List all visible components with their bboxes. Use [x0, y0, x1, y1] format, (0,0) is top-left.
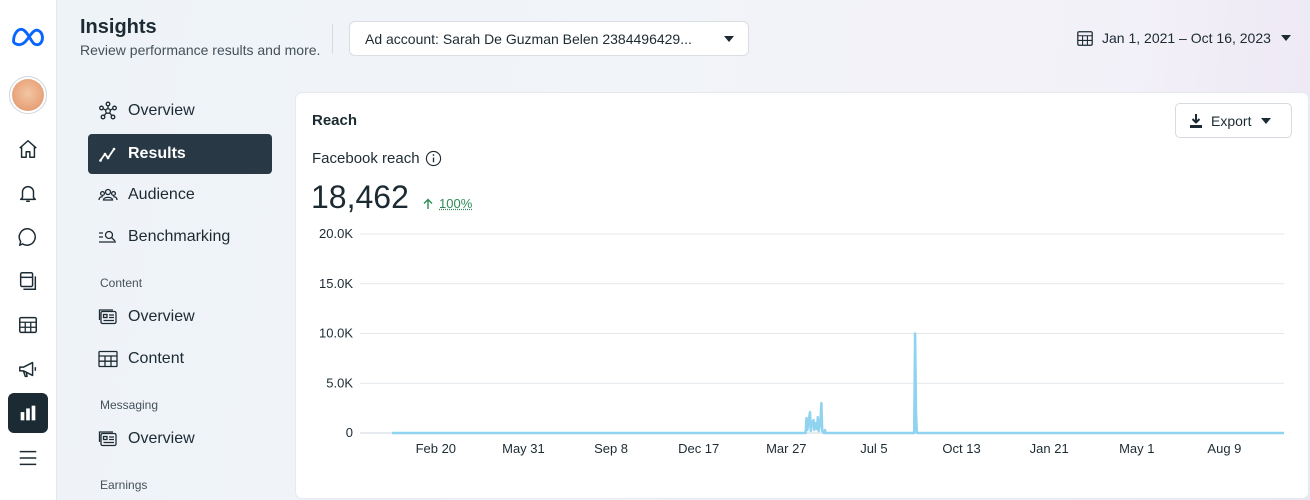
- chevron-down-icon: [724, 36, 734, 42]
- x-tick-label: Sep 8: [594, 441, 628, 456]
- y-tick-label: 10.0K: [319, 326, 353, 341]
- nav-item-benchmarking[interactable]: Benchmarking: [88, 217, 272, 257]
- date-range-label: Jan 1, 2021 – Oct 16, 2023: [1102, 30, 1271, 46]
- metric-label-text: Facebook reach: [312, 150, 420, 167]
- series-line: [392, 332, 1284, 435]
- nav-item-label: Audience: [128, 186, 195, 203]
- x-tick-label: Aug 9: [1207, 441, 1241, 456]
- chevron-down-icon: [1261, 117, 1272, 124]
- metric-label: Facebook reach: [312, 150, 442, 167]
- download-icon: [1190, 113, 1202, 128]
- page-subtitle: Review performance results and more.: [80, 42, 321, 58]
- nav-item-label: Benchmarking: [128, 228, 231, 245]
- y-tick-label: 20.0K: [319, 226, 353, 241]
- ad-account-selector[interactable]: Ad account: Sarah De Guzman Belen 238449…: [349, 21, 749, 56]
- bell-icon[interactable]: [8, 173, 48, 213]
- home-icon[interactable]: [8, 129, 48, 169]
- nav-item-results[interactable]: Results: [88, 134, 272, 174]
- nav-section-messaging: Messaging: [100, 398, 159, 412]
- x-tick-label: Mar 27: [766, 441, 806, 456]
- nav-item-audience[interactable]: Audience: [88, 175, 272, 215]
- meta-logo-icon[interactable]: [8, 17, 48, 57]
- x-tick-label: Jul 5: [860, 441, 887, 456]
- nav-item-content-overview[interactable]: Overview: [88, 297, 272, 337]
- table-icon[interactable]: [8, 305, 48, 345]
- nav-section-earnings: Earnings: [100, 478, 148, 492]
- nav-item-label: Content: [128, 350, 185, 367]
- x-tick-label: May 1: [1119, 441, 1154, 456]
- messaging-overview-icon: [98, 431, 117, 447]
- trend-icon: [99, 147, 116, 162]
- nav-item-label: Overview: [128, 430, 195, 447]
- people-icon: [98, 188, 118, 201]
- date-range-picker[interactable]: Jan 1, 2021 – Oct 16, 2023: [1076, 28, 1291, 48]
- card-title: Reach: [312, 112, 358, 129]
- header-divider: [332, 24, 333, 54]
- reach-line-chart: 0 5.0K 10.0K 15.0K 20.0K Feb 20 May 31 Sep 8 Dec…: [319, 226, 1284, 456]
- content-overview-icon: [98, 309, 117, 325]
- chat-icon[interactable]: [8, 217, 48, 257]
- menu-icon[interactable]: [8, 438, 48, 478]
- insights-icon[interactable]: [8, 393, 48, 433]
- nav-item-overview[interactable]: Overview: [88, 91, 272, 131]
- page-title: Insights: [80, 16, 157, 38]
- grid-icon: [98, 350, 118, 368]
- nav-item-label: Results: [128, 145, 186, 162]
- x-tick-label: Dec 17: [678, 441, 719, 456]
- x-tick-label: Oct 13: [942, 441, 980, 456]
- megaphone-icon[interactable]: [8, 349, 48, 389]
- network-icon: [99, 101, 117, 120]
- x-tick-label: Jan 21: [1030, 441, 1069, 456]
- ad-account-label: Ad account: Sarah De Guzman Belen 238449…: [365, 30, 692, 47]
- nav-item-label: Overview: [128, 102, 195, 119]
- calendar-icon: [1077, 31, 1093, 46]
- x-tick-label: May 31: [502, 441, 545, 456]
- metric-change: 100%: [422, 196, 472, 211]
- x-tick-label: Feb 20: [416, 441, 456, 456]
- nav-item-label: Overview: [128, 308, 195, 325]
- reach-card: Reach Export Facebook reach 18,462 100%: [296, 93, 1308, 498]
- avatar[interactable]: [9, 76, 47, 114]
- nav-item-content[interactable]: Content: [88, 339, 272, 379]
- nav-item-messaging-overview[interactable]: Overview: [88, 419, 272, 459]
- y-tick-label: 0: [346, 425, 353, 440]
- chevron-down-icon: [1280, 35, 1291, 41]
- metric-change-value: 100%: [439, 196, 473, 211]
- y-tick-label: 15.0K: [319, 276, 353, 291]
- global-nav-rail: [0, 0, 57, 500]
- metric-value: 18,462: [311, 179, 409, 215]
- export-button[interactable]: Export: [1175, 103, 1292, 138]
- nav-section-content: Content: [100, 276, 143, 290]
- benchmark-icon: [99, 230, 116, 243]
- pages-icon[interactable]: [8, 261, 48, 301]
- y-tick-label: 5.0K: [326, 375, 353, 390]
- arrow-up-icon: [423, 198, 433, 209]
- info-icon[interactable]: [425, 150, 442, 167]
- export-label: Export: [1211, 112, 1252, 129]
